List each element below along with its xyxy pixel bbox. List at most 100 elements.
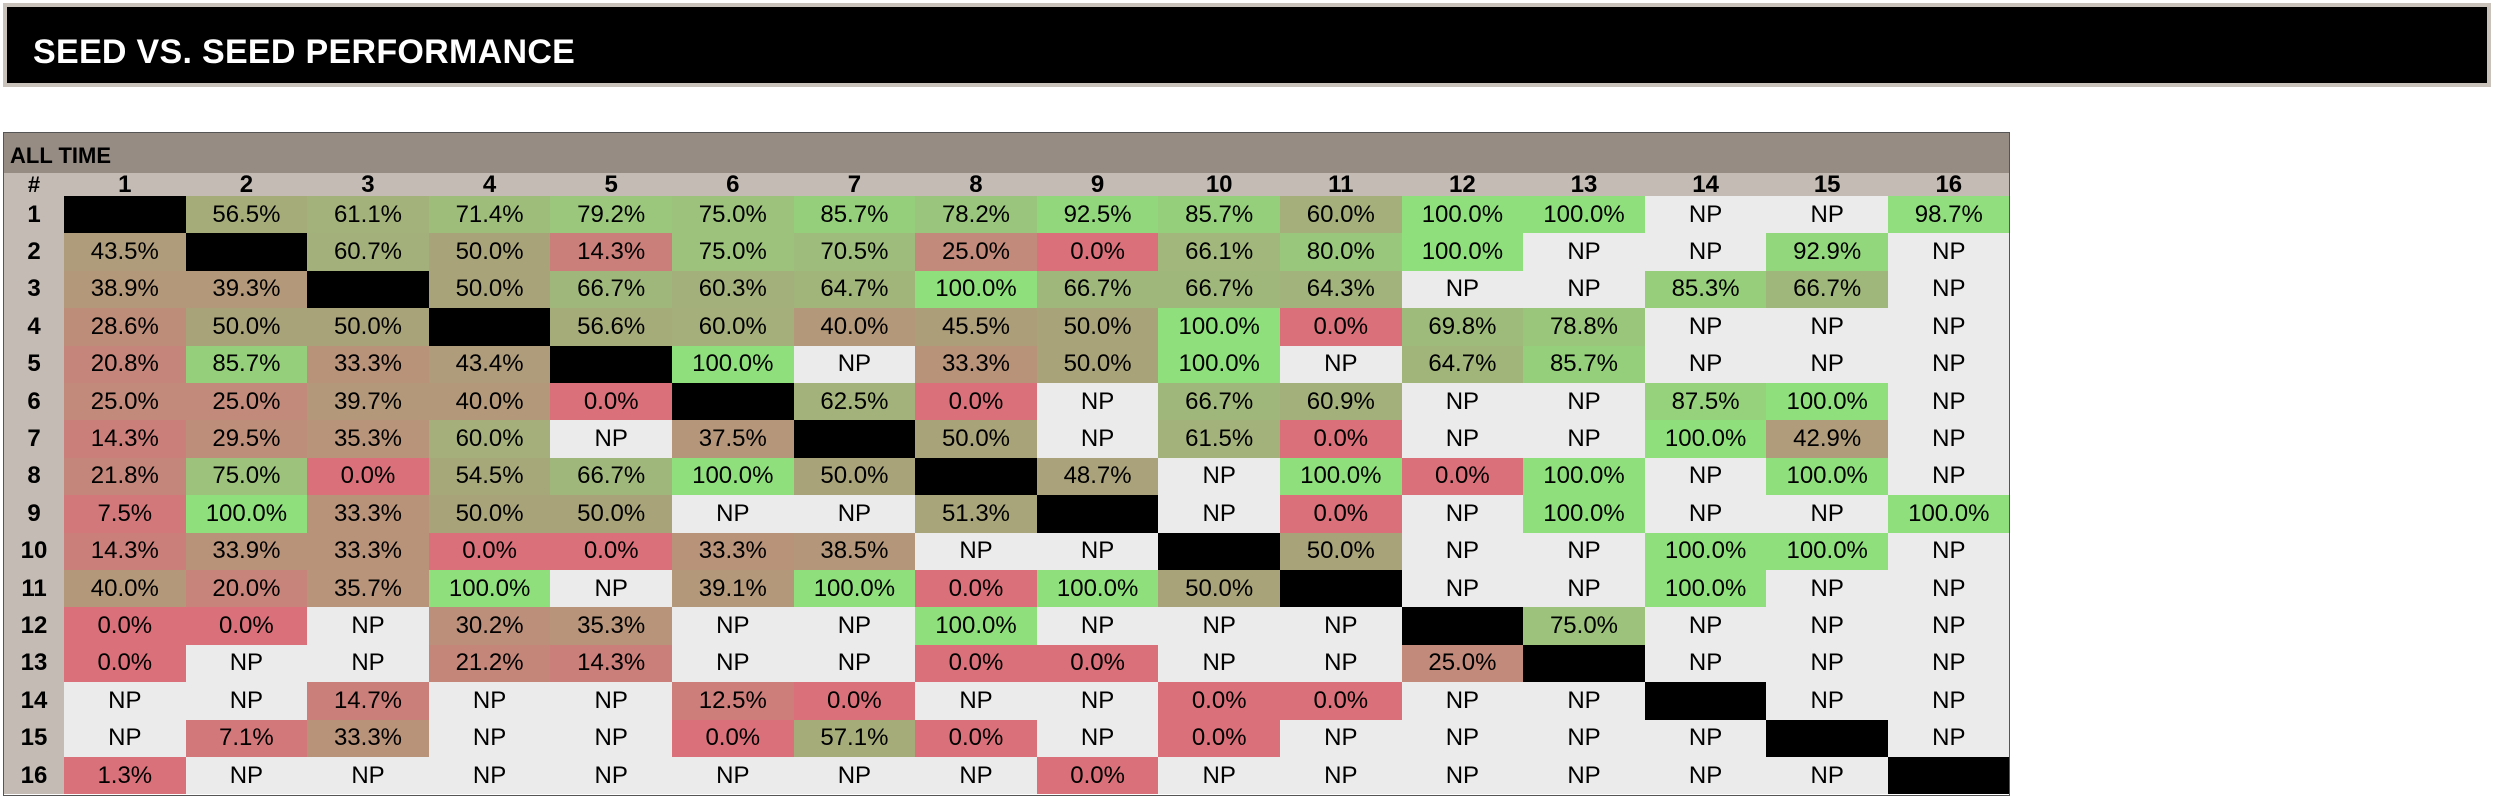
row-header: 1 — [4, 196, 64, 234]
heatmap-cell: 56.5% — [185, 196, 308, 234]
heatmap-cell: 39.3% — [185, 270, 308, 309]
heatmap-cell: 60.0% — [1280, 196, 1402, 234]
heatmap-cell: NP — [1401, 682, 1524, 720]
heatmap-cell: NP — [1888, 682, 2009, 720]
corner-label: # — [4, 172, 64, 197]
heatmap-cell: NP — [1888, 270, 2009, 309]
heatmap-cell: 33.3% — [307, 719, 429, 757]
heatmap-cell: 29.5% — [185, 420, 308, 458]
column-header: 14 — [1644, 171, 1767, 198]
heatmap-cell: 100.0% — [1523, 457, 1645, 496]
heatmap-cell: NP — [550, 682, 672, 720]
column-header: 15 — [1766, 171, 1888, 198]
heatmap-cell: 100.0% — [1888, 495, 2009, 533]
section-header: ALL TIME — [4, 133, 2009, 173]
heatmap-cell: NP — [1036, 420, 1159, 458]
heatmap-cell: 64.7% — [793, 270, 916, 309]
row-header: 3 — [4, 270, 64, 309]
diagonal-cell — [550, 345, 672, 383]
heatmap-cell: NP — [1401, 570, 1524, 608]
heatmap-cell: 28.6% — [64, 308, 186, 346]
heatmap-cell: 66.7% — [1158, 383, 1280, 421]
heatmap-cell: NP — [1036, 383, 1159, 421]
heatmap-cell: 56.6% — [550, 308, 672, 346]
heatmap-cell: 35.3% — [307, 420, 429, 458]
heatmap-cell: 35.3% — [550, 607, 672, 645]
heatmap-cell: NP — [550, 420, 672, 458]
heatmap-cell: NP — [1644, 719, 1767, 757]
heatmap-cell: 100.0% — [1766, 532, 1888, 570]
row-header: 13 — [4, 644, 64, 683]
heatmap-cell: 60.9% — [1280, 383, 1402, 421]
heatmap-cell: 100.0% — [1644, 532, 1767, 570]
heatmap-cell: 0.0% — [185, 607, 308, 645]
heatmap-cell: 0.0% — [1036, 233, 1159, 271]
heatmap-cell: NP — [1644, 196, 1767, 234]
heatmap-cell: 0.0% — [915, 644, 1037, 683]
heatmap-cell: 75.0% — [1523, 607, 1645, 645]
heatmap-cell: 75.0% — [672, 196, 794, 234]
heatmap-cell: NP — [1888, 420, 2009, 458]
heatmap-cell: 50.0% — [428, 270, 551, 309]
column-header: 9 — [1036, 171, 1159, 198]
heatmap-cell: 60.0% — [672, 308, 794, 346]
heatmap-cell: 100.0% — [1644, 570, 1767, 608]
heatmap-cell: 0.0% — [307, 457, 429, 496]
row-header: 14 — [4, 682, 64, 720]
heatmap-cell: NP — [1036, 682, 1159, 720]
heatmap-cell: 1.3% — [64, 757, 186, 795]
heatmap-grid: #1 2 3 4 5 6 7 8 9 10 11 12 13 14 15 16 1 56.5% 61.1% 71.4%… — [4, 171, 2009, 795]
heatmap-cell: 40.0% — [428, 383, 551, 421]
heatmap-cell: 40.0% — [64, 570, 186, 608]
heatmap-cell: 0.0% — [793, 682, 916, 720]
heatmap-cell: NP — [1036, 719, 1159, 757]
heatmap-cell: 0.0% — [1401, 457, 1524, 496]
heatmap-cell: 62.5% — [793, 383, 916, 421]
heatmap-cell: NP — [1523, 682, 1645, 720]
heatmap-cell: 80.0% — [1280, 233, 1402, 271]
heatmap-cell: 25.0% — [64, 383, 186, 421]
heatmap-cell: 38.9% — [64, 270, 186, 309]
heatmap-cell: 50.0% — [1036, 308, 1159, 346]
heatmap-cell: 98.7% — [1888, 196, 2009, 234]
heatmap-cell: 66.1% — [1158, 233, 1280, 271]
heatmap-cell: NP — [1644, 308, 1767, 346]
heatmap-cell: 69.8% — [1401, 308, 1524, 346]
heatmap-cell: NP — [672, 607, 794, 645]
heatmap-cell: 21.8% — [64, 457, 186, 496]
heatmap-cell: NP — [1401, 420, 1524, 458]
heatmap-cell: 45.5% — [915, 308, 1037, 346]
heatmap-cell: 100.0% — [1158, 345, 1280, 383]
heatmap-cell: 21.2% — [428, 644, 551, 683]
heatmap-cell: NP — [1766, 644, 1888, 683]
heatmap-cell: 85.7% — [1158, 196, 1280, 234]
heatmap-cell: 100.0% — [1766, 457, 1888, 496]
heatmap-cell: NP — [1766, 757, 1888, 795]
heatmap-cell: NP — [1766, 682, 1888, 720]
heatmap-cell: NP — [1644, 495, 1767, 533]
heatmap-cell: 100.0% — [1280, 457, 1402, 496]
heatmap-cell: 100.0% — [428, 570, 551, 608]
heatmap-cell: 100.0% — [1523, 495, 1645, 533]
heatmap-cell: NP — [1401, 383, 1524, 421]
heatmap-cell: 100.0% — [1401, 196, 1524, 234]
heatmap-cell: 51.3% — [915, 495, 1037, 533]
heatmap-cell: 33.3% — [307, 532, 429, 570]
column-header: 8 — [915, 171, 1037, 198]
heatmap-cell: 0.0% — [550, 383, 672, 421]
heatmap-cell: 50.0% — [1158, 570, 1280, 608]
row-header: 16 — [4, 757, 64, 795]
heatmap-cell: 50.0% — [307, 308, 429, 346]
heatmap-cell: 87.5% — [1644, 383, 1767, 421]
heatmap-cell: 20.0% — [185, 570, 308, 608]
heatmap-cell: NP — [185, 644, 308, 683]
heatmap-cell: NP — [307, 757, 429, 795]
heatmap-cell: 100.0% — [915, 270, 1037, 309]
heatmap-cell: NP — [1158, 457, 1280, 496]
heatmap-cell: 50.0% — [550, 495, 672, 533]
column-header: 3 — [307, 171, 429, 198]
heatmap-cell: NP — [672, 644, 794, 683]
heatmap-cell: NP — [1766, 345, 1888, 383]
heatmap-cell: NP — [1523, 383, 1645, 421]
heatmap-cell: NP — [428, 719, 551, 757]
